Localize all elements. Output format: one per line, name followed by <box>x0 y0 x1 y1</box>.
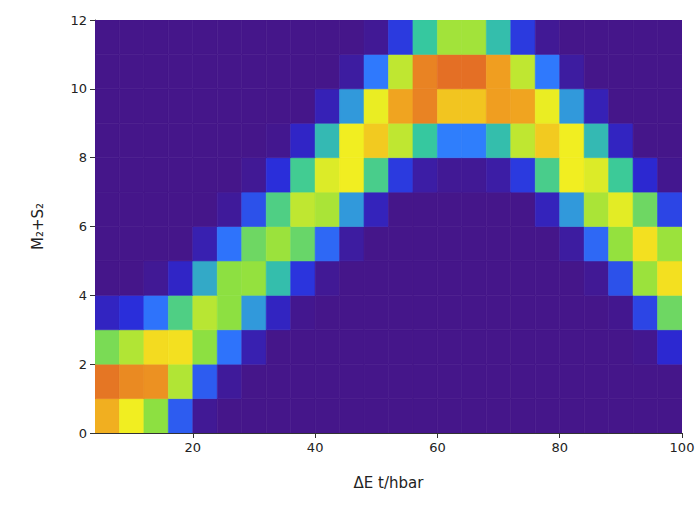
svg-text:60: 60 <box>429 440 446 455</box>
svg-text:10: 10 <box>70 81 87 96</box>
svg-text:M₂+S₂: M₂+S₂ <box>29 203 47 250</box>
svg-text:ΔE t/hbar: ΔE t/hbar <box>354 474 425 492</box>
svg-text:40: 40 <box>307 440 324 455</box>
svg-text:0: 0 <box>79 426 87 441</box>
svg-text:80: 80 <box>551 440 568 455</box>
svg-text:2: 2 <box>79 357 87 372</box>
svg-text:20: 20 <box>185 440 202 455</box>
svg-text:8: 8 <box>79 150 87 165</box>
svg-text:4: 4 <box>79 288 87 303</box>
svg-text:6: 6 <box>79 219 87 234</box>
svg-text:12: 12 <box>70 13 87 28</box>
svg-text:100: 100 <box>670 440 695 455</box>
